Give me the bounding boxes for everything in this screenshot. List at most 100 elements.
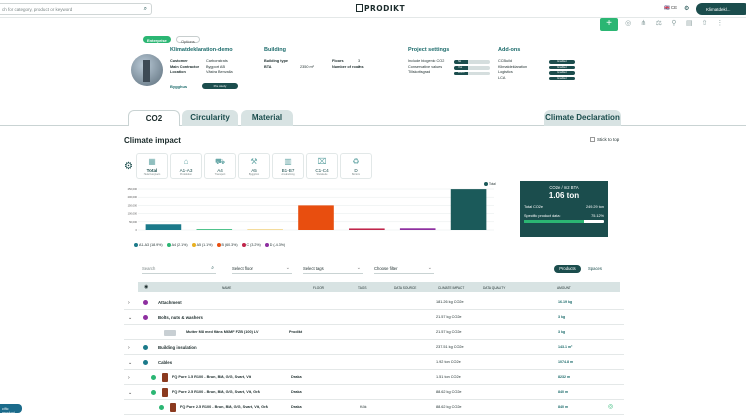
row-climate-impact: 21.57 kg CO2e [436, 315, 462, 319]
tab-material[interactable]: Material [241, 110, 293, 126]
addon-logistics-status[interactable]: Enabled [549, 71, 575, 75]
view-products-toggle[interactable]: Products [554, 265, 581, 273]
table-row[interactable]: ⌄ Bolts, nuts & washers 21.57 kg CO2e 3 kg [124, 310, 624, 325]
table-row[interactable]: ⌄ FQ Pure 2.5 R100 - Brun, Blå, G/G, Svar… [124, 385, 624, 400]
addon-lca-status[interactable]: Enabled [549, 76, 575, 80]
view-spaces-toggle[interactable]: Spaces [588, 266, 602, 271]
col-data-quality[interactable]: DATA QUALITY [483, 285, 506, 290]
expand-chevron-icon[interactable]: › [128, 375, 130, 381]
product-search-input[interactable]: Search ⌕ [142, 264, 216, 274]
legend-item[interactable]: D (-4.3%) [264, 243, 285, 247]
expand-chevron-icon[interactable]: ⌄ [128, 390, 133, 396]
y-tick-label: 50,000 [129, 220, 137, 224]
col-name[interactable]: NAME [222, 285, 232, 290]
project-settings-labels: Include biogenic CO2 Conservative values T… [408, 59, 445, 75]
hierarchy-icon[interactable]: ⋔ [640, 20, 647, 27]
addons-labels: CCBuild Klimatdeklaration Logistics LCA [498, 59, 528, 80]
summary-total-row: Total CO2e 249.29 ton [524, 205, 604, 209]
settings-gear-icon[interactable]: ⚙ [124, 161, 133, 172]
conservative-toggle[interactable] [454, 66, 490, 70]
col-climate-impact[interactable]: CLIMATE IMPACT [438, 285, 465, 290]
row-name: Attachment [158, 300, 182, 305]
phase-b1-b7[interactable]: ▥ B1-B7 Användning [272, 153, 304, 179]
prodikt-logo[interactable]: PRODIKT [356, 4, 405, 13]
phase-a1-a3[interactable]: ⌂ A1-A3 Produktion [170, 153, 202, 179]
col-floor[interactable]: FLOOR [313, 285, 324, 290]
stick-to-top-checkbox[interactable]: Stick to top [590, 137, 619, 142]
phase-badge[interactable]: Pre study [202, 83, 238, 89]
y-tick-label: 200,000 [128, 195, 138, 199]
table-row[interactable]: Mutter M8 med fläns M6MF FZB (100) LV Pro… [124, 325, 624, 340]
toolbar-icons: ◎ ⋔ ⚖ ⚲ ▤ ⇧ ⋮ [624, 19, 724, 31]
checkbox-icon[interactable] [590, 137, 595, 142]
col-data-source[interactable]: DATA SOURCE [394, 285, 417, 290]
category-dot [143, 314, 148, 320]
settings-gear-icon[interactable]: ⚙ [684, 6, 690, 12]
chevron-down-icon: ⌄ [427, 265, 432, 271]
table-row[interactable]: › Attachment 181.26 kg CO2e 16.19 kg [124, 295, 624, 310]
phase-a4[interactable]: ⛟ A4 Transport [204, 153, 236, 179]
legend-swatch [166, 243, 171, 247]
row-amount: 1074.8 m [558, 360, 574, 364]
bar-chart-svg: 250,000 200,000 150,000 100,000 50,000 0 Total [128, 182, 496, 232]
expand-chevron-icon[interactable]: › [128, 300, 130, 306]
specific-product-button[interactable]: cific product [0, 404, 22, 415]
project-details-values: Carbonstrats Bygport AB Västra Benvalla [206, 59, 233, 75]
row-climate-impact: 181.26 kg CO2e [436, 300, 464, 304]
legend-item[interactable]: A1-A3 (18.9%) [134, 243, 163, 247]
target-icon[interactable]: ◎ [625, 20, 632, 27]
table-row[interactable]: ⌄ Cables 1.92 ton CO2e 1074.8 m [124, 355, 624, 370]
tillskott-bar[interactable] [454, 71, 490, 75]
legend-item[interactable]: B (60.3%) [216, 243, 238, 247]
project-avatar [131, 54, 163, 86]
more-icon[interactable]: ⋮ [716, 20, 724, 27]
search-icon[interactable]: ⌕ [211, 265, 214, 271]
recycle-icon: ♻ [352, 157, 360, 166]
addon-klimat-status[interactable]: Enabled [549, 65, 575, 69]
col-amount[interactable]: AMOUNT [557, 285, 571, 290]
user-menu[interactable]: Klimatdekl... [696, 3, 746, 15]
table-row[interactable]: FQ Pure 2.5 R100 - Brun, Blå, G/G, Svart… [124, 400, 624, 415]
search-icon[interactable]: ⌕ [143, 6, 147, 12]
legend-item[interactable]: C (3.2%) [241, 243, 261, 247]
expand-chevron-icon[interactable]: ⌄ [128, 315, 133, 321]
legend-item[interactable]: A5 (1.1%) [191, 243, 213, 247]
document-icon[interactable]: ▤ [685, 20, 693, 27]
add-button[interactable]: + [600, 18, 618, 31]
expand-chevron-icon[interactable]: › [128, 345, 130, 351]
eye-icon[interactable]: ◉ [144, 284, 149, 290]
circular-icon[interactable]: ◎ [608, 404, 614, 410]
climate-impact-title: Climate impact [124, 136, 181, 145]
table-row[interactable]: › Building insulation 237.51 kg CO2e 143.1 … [124, 340, 624, 355]
bar-total [450, 189, 487, 230]
legend-swatch [264, 243, 269, 247]
col-tags[interactable]: TAGS [358, 285, 367, 290]
search-input[interactable]: ch for category, product or keyword ⌕ [0, 3, 152, 15]
tab-climate-declaration[interactable]: Climate Declaration [544, 110, 621, 126]
building-labels: Building type BTA [264, 59, 289, 69]
floor-select[interactable]: Select floor ⌄ [232, 264, 292, 274]
filter-select[interactable]: Choose filter ⌄ [374, 264, 434, 274]
tags-select[interactable]: Select tags ⌄ [303, 264, 363, 274]
tab-co2[interactable]: CO2 [128, 110, 180, 126]
biogenic-toggle[interactable] [454, 60, 490, 64]
category-dot [159, 404, 164, 410]
phase-a5[interactable]: ⚒ A5 Bygg/inst [238, 153, 270, 179]
options-tag[interactable]: Options [176, 36, 200, 44]
phase-c1-c4[interactable]: ⌧ C1-C4 Slutskede [306, 153, 338, 179]
row-climate-impact: 88.62 kg CO2e [436, 405, 462, 409]
pin-icon[interactable]: ⚲ [671, 20, 677, 27]
phase-d[interactable]: ♻ D Bortom [340, 153, 372, 179]
scale-icon[interactable]: ⚖ [655, 20, 662, 27]
language-selector[interactable]: 🇬🇧 CE [664, 5, 678, 10]
table-row[interactable]: › FQ Pure 1.5 R100 - Brun, Blå, G/G, Svar… [124, 370, 624, 385]
share-icon[interactable]: ⇧ [701, 20, 708, 27]
tab-circularity[interactable]: Circularity [182, 110, 238, 126]
specific-progress-bar [524, 220, 604, 223]
legend-item[interactable]: A4 (2.1%) [166, 243, 188, 247]
addon-ccbuild-status[interactable]: Enabled [549, 60, 575, 64]
expand-chevron-icon[interactable]: ⌄ [128, 360, 133, 366]
climate-chart: 250,000 200,000 150,000 100,000 50,000 0 Total [122, 180, 506, 240]
summary-value: 1.06 ton [548, 191, 580, 200]
phase-total[interactable]: ▦ Total Hela livscykeln [136, 153, 168, 179]
